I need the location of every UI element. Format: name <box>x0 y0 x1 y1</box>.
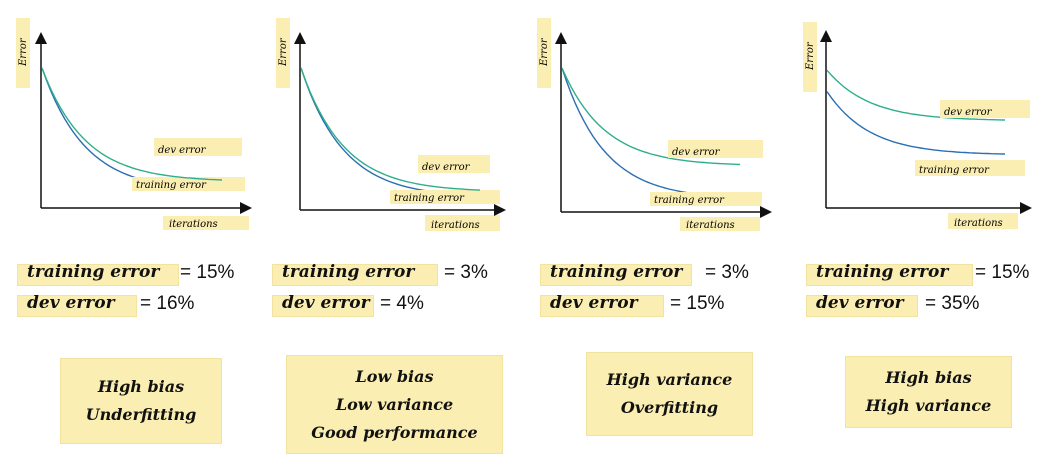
curve-label-bg <box>390 190 500 204</box>
training-error-label: training error <box>27 262 160 282</box>
learning-curve-2: Error iterations training error dev error <box>276 18 506 231</box>
x-axis-label-bg <box>163 216 249 230</box>
training-error-label: training error <box>816 262 949 282</box>
dev-error-highlight <box>806 295 918 317</box>
training-error-highlight <box>806 264 973 286</box>
learning-curve-3: Error iterations training error dev error <box>537 18 772 231</box>
curve-label-bg <box>915 160 1025 176</box>
dev-error-label: dev error <box>422 162 471 173</box>
dev-error-value: = 15% <box>670 293 725 314</box>
training-error-label: training error <box>550 262 683 282</box>
dev-error-value: = 4% <box>380 293 424 314</box>
x-axis-label-bg <box>425 215 500 231</box>
conclusion-box-2: Low bias Low variance Good performance <box>286 355 503 454</box>
dev-error-label: dev error <box>550 293 638 313</box>
x-axis-label: iterations <box>954 218 1003 229</box>
curve-label-bg <box>940 100 1030 118</box>
conclusion-line: High variance <box>865 396 992 415</box>
training-error-highlight <box>540 264 692 286</box>
conclusion-line: Low variance <box>335 394 454 414</box>
curve-label-bg <box>650 192 762 206</box>
training-error-label: training error <box>654 195 725 206</box>
curve-label-bg <box>154 138 242 156</box>
training-error-value: = 3% <box>705 262 749 283</box>
y-axis-label: Error <box>805 41 816 71</box>
conclusion-line: Low bias <box>355 366 434 386</box>
training-error-label: training error <box>919 165 990 176</box>
y-axis-label-bg <box>537 18 551 88</box>
conclusion-box-4: High bias High variance <box>845 356 1012 428</box>
dev-error-highlight <box>17 295 137 317</box>
dev-error-curve <box>826 69 1006 121</box>
conclusion-line: High bias <box>885 368 972 387</box>
dev-error-curve <box>300 67 481 191</box>
training-error-value: = 3% <box>444 262 488 283</box>
x-axis-label-bg <box>680 217 760 231</box>
conclusion-box-1: High bias Underfitting <box>60 358 222 444</box>
y-axis-label-bg <box>276 18 290 88</box>
dev-error-label: dev error <box>27 293 115 313</box>
curve-label-bg <box>418 155 490 173</box>
training-error-curve <box>826 91 1006 155</box>
dev-error-value: = 35% <box>925 293 980 314</box>
conclusion-line: Good performance <box>311 422 478 442</box>
training-error-label: training error <box>136 180 207 191</box>
curve-label-bg <box>132 177 245 191</box>
dev-error-label: dev error <box>158 145 207 156</box>
x-axis-label: iterations <box>431 220 480 231</box>
learning-curve-4: Error iterations training error dev error <box>803 22 1032 229</box>
training-error-curve <box>41 67 223 191</box>
x-axis-label: iterations <box>169 219 218 230</box>
training-error-label: training error <box>282 262 415 282</box>
training-error-label: training error <box>394 193 465 204</box>
y-axis-label: Error <box>539 37 550 67</box>
training-error-value: = 15% <box>180 262 235 283</box>
y-axis-label-bg <box>16 18 30 88</box>
learning-curve-1: Error iterations training error dev error <box>16 18 252 230</box>
conclusion-line: Underfitting <box>85 405 197 424</box>
dev-error-highlight <box>540 295 664 317</box>
x-axis-label: iterations <box>686 220 735 231</box>
conclusion-line: High bias <box>97 377 185 396</box>
conclusion-line: Overfitting <box>620 398 719 417</box>
dev-error-curve <box>561 67 741 166</box>
y-axis-label: Error <box>278 37 289 67</box>
dev-error-curve <box>41 67 223 181</box>
dev-error-highlight <box>272 295 374 317</box>
training-error-highlight <box>17 264 179 286</box>
conclusion-line: High variance <box>606 370 733 389</box>
curve-label-bg <box>668 140 763 158</box>
training-error-highlight <box>272 264 438 286</box>
dev-error-value: = 16% <box>140 293 195 314</box>
dev-error-label: dev error <box>672 147 721 158</box>
dev-error-label: dev error <box>282 293 370 313</box>
x-axis-label-bg <box>948 213 1018 229</box>
y-axis-label-bg <box>803 22 817 92</box>
y-axis-label: Error <box>18 37 29 67</box>
training-error-curve <box>561 67 741 199</box>
conclusion-box-3: High variance Overfitting <box>586 352 753 436</box>
dev-error-label: dev error <box>816 293 904 313</box>
dev-error-label: dev error <box>944 107 993 118</box>
training-error-value: = 15% <box>975 262 1030 283</box>
